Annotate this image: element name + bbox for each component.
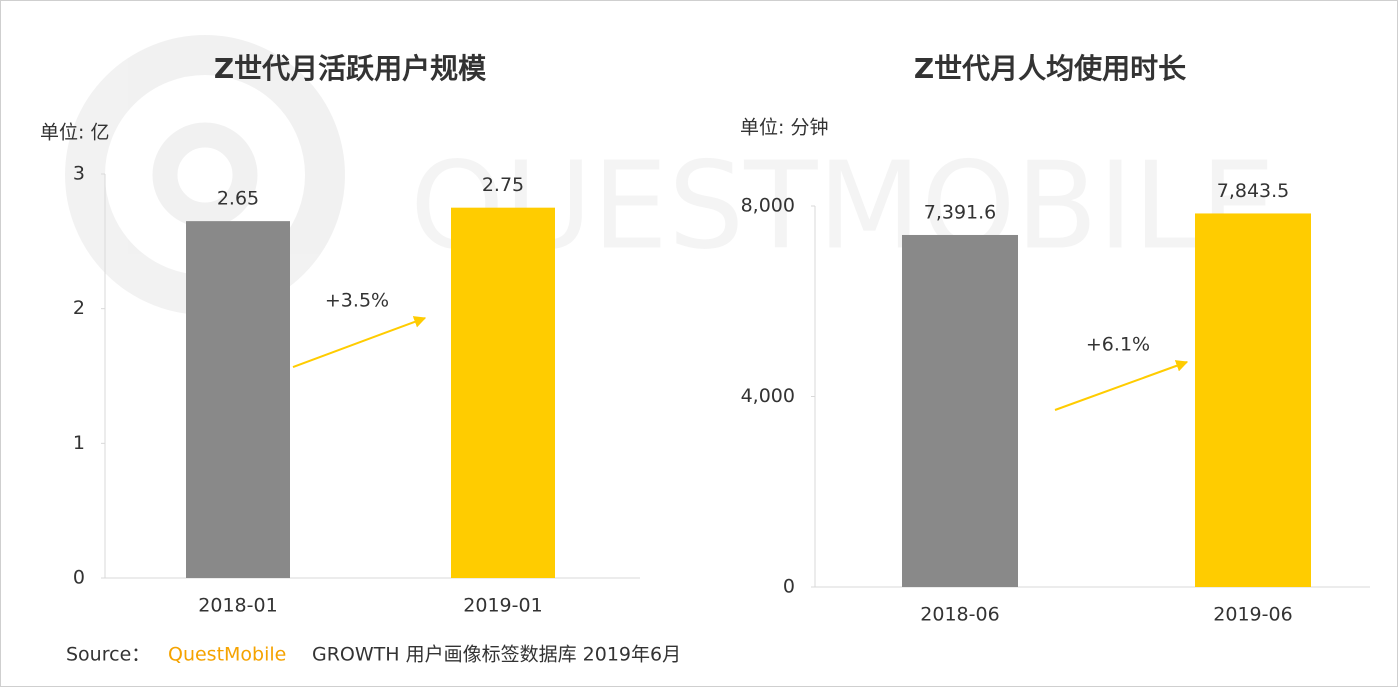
- bar: [186, 221, 290, 578]
- bar: [451, 207, 555, 578]
- growth-annotation: +6.1%: [1086, 334, 1150, 356]
- source-brand: QuestMobile: [168, 644, 286, 666]
- y-tick-label: 0: [73, 567, 85, 589]
- growth-arrow: [292, 316, 427, 368]
- bar: [902, 234, 1018, 588]
- chart-title: Z世代月活跃用户规模: [214, 52, 487, 85]
- bar: [1195, 213, 1311, 587]
- unit-label: 单位: 亿: [40, 122, 109, 144]
- value-label: 2.75: [482, 174, 524, 196]
- x-tick-label: 2018-06: [920, 604, 999, 626]
- growth-annotation: +3.5%: [325, 290, 389, 312]
- y-tick-label: 8,000: [741, 195, 795, 217]
- y-tick-label: 4,000: [741, 385, 795, 407]
- value-label: 7,843.5: [1217, 180, 1290, 202]
- value-label: 2.65: [217, 188, 259, 210]
- x-tick-label: 2019-06: [1213, 604, 1292, 626]
- y-tick-label: 3: [73, 163, 85, 185]
- x-tick-label: 2019-01: [463, 595, 542, 617]
- source-text: GROWTH 用户画像标签数据库 2019年6月: [312, 644, 681, 666]
- x-tick-label: 2018-01: [198, 595, 277, 617]
- source-prefix: Source：: [66, 644, 150, 666]
- y-tick-label: 1: [73, 432, 85, 454]
- growth-arrow: [1054, 360, 1189, 411]
- y-tick-label: 2: [73, 297, 85, 319]
- value-label: 7,391.6: [924, 201, 997, 223]
- unit-label: 单位: 分钟: [740, 117, 828, 139]
- y-tick-label: 0: [783, 576, 795, 598]
- chart-title: Z世代月人均使用时长: [914, 52, 1186, 85]
